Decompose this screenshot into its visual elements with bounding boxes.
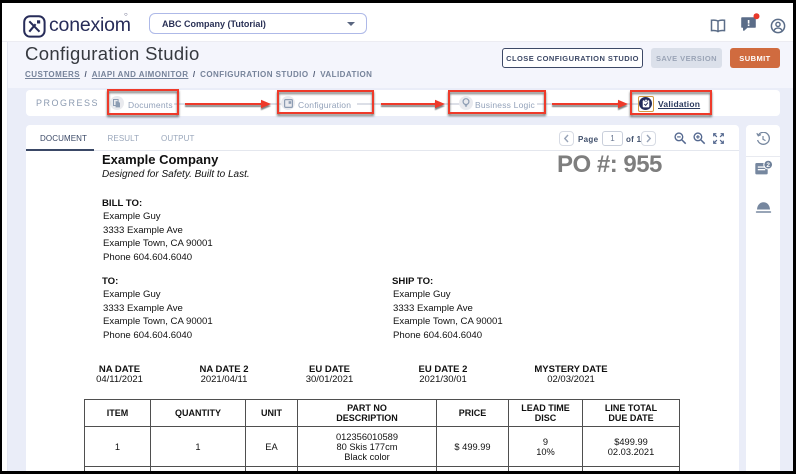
svg-text:2: 2 (766, 162, 770, 169)
